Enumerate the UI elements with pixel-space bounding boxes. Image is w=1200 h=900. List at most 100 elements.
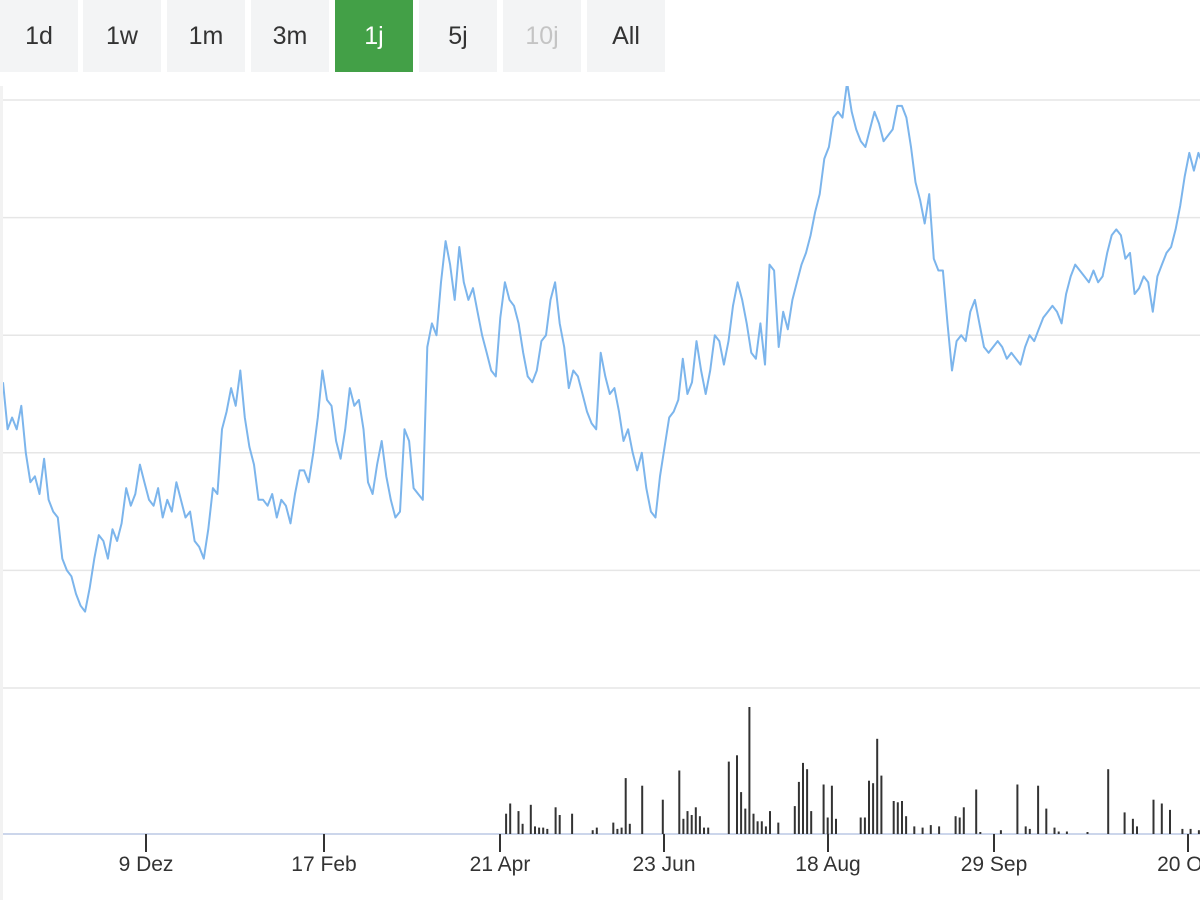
volume-bar — [892, 801, 895, 834]
volume-bar — [1057, 831, 1060, 834]
volume-bar — [740, 792, 743, 834]
volume-bar — [1189, 828, 1192, 834]
volume-bar — [727, 761, 730, 834]
volume-bar — [859, 817, 862, 834]
x-tick-label: 23 Jun — [632, 853, 695, 876]
volume-bar — [880, 775, 883, 834]
volume-bar — [835, 818, 837, 834]
volume-bar — [703, 827, 705, 834]
volume-bar — [797, 781, 800, 834]
volume-bar — [1065, 831, 1068, 834]
volume-bar — [810, 811, 813, 834]
volume-bar — [1037, 785, 1040, 834]
volume-bar — [1131, 818, 1134, 834]
volume-bar — [538, 827, 541, 834]
chart-area[interactable]: 9 Dez 17 Feb 21 Apr 23 Jun 18 Aug 29 Sep 20 Ok… — [0, 86, 1200, 900]
x-tick-label: 18 Aug — [795, 853, 860, 876]
volume-bar — [769, 811, 771, 834]
volume-bar — [686, 811, 689, 834]
volume-bar — [542, 827, 545, 834]
volume-bar — [509, 803, 512, 834]
volume-bar — [756, 821, 759, 834]
volume-bar — [896, 802, 899, 835]
volume-bar — [661, 799, 664, 834]
volume-bar — [760, 821, 763, 834]
volume-bar — [830, 785, 833, 834]
range-button-1w[interactable]: 1w — [83, 0, 161, 72]
volume-bar — [678, 770, 681, 834]
volume-bar — [591, 830, 594, 834]
volume-bar — [822, 784, 825, 834]
volume-bar — [913, 826, 916, 834]
volume-bar — [905, 816, 908, 834]
volume-bar — [1169, 809, 1171, 834]
range-button-1j[interactable]: 1j — [335, 0, 413, 72]
volume-bar — [534, 826, 536, 834]
volume-bar — [517, 811, 520, 834]
volume-bar — [707, 827, 710, 834]
range-button-1d[interactable]: 1d — [0, 0, 78, 72]
volume-bar — [938, 826, 941, 834]
volume-bar — [554, 807, 557, 834]
volume-bar — [954, 816, 957, 834]
volume-bar — [521, 823, 524, 834]
volume-bar — [826, 817, 829, 834]
volume-bar — [802, 762, 804, 834]
volume-bar — [690, 815, 693, 835]
volume-bar — [595, 827, 598, 834]
volume-bar — [901, 801, 903, 834]
volume-bar — [1123, 812, 1126, 834]
volume-bar — [620, 827, 623, 834]
volume-bar — [1086, 832, 1089, 834]
volume-bar — [1107, 769, 1110, 834]
volume-bar — [641, 785, 644, 834]
volume-bar — [612, 822, 615, 834]
x-tick-label: 9 Dez — [119, 853, 174, 876]
volume-bar — [793, 806, 796, 834]
volume-bar — [958, 817, 961, 834]
price-chart[interactable]: 9 Dez 17 Feb 21 Apr 23 Jun 18 Aug 29 Sep 20 Ok… — [3, 86, 1200, 900]
volume-bar — [1016, 784, 1019, 834]
range-button-10j: 10j — [503, 0, 581, 72]
x-tick-label: 17 Feb — [291, 853, 356, 876]
volume-bar — [1053, 827, 1056, 834]
volume-bar — [1197, 830, 1200, 834]
volume-bar — [744, 808, 747, 834]
volume-bar — [1028, 828, 1031, 834]
x-tick-label: 21 Apr — [470, 853, 531, 876]
volume-bar — [1152, 799, 1155, 834]
volume-bar — [571, 813, 574, 834]
volume-bar — [962, 807, 965, 834]
x-tick-label: 29 Sep — [961, 853, 1028, 876]
volume-bar — [736, 755, 738, 834]
x-tick-label: 20 Okt — [1157, 853, 1200, 876]
volume-bar — [979, 832, 982, 834]
range-button-3m[interactable]: 3m — [251, 0, 329, 72]
volume-bar — [558, 815, 561, 835]
volume-bar — [546, 828, 549, 834]
volume-bar — [628, 823, 631, 834]
volume-bar — [921, 827, 924, 834]
range-button-1m[interactable]: 1m — [167, 0, 245, 72]
volume-bar — [975, 789, 978, 834]
volume-bar — [752, 813, 755, 834]
volume-bar — [868, 780, 870, 834]
volume-bar — [1136, 826, 1138, 834]
volume-bar — [694, 807, 697, 834]
volume-bar — [999, 830, 1002, 834]
volume-bar — [1160, 803, 1163, 834]
volume-bar — [682, 818, 685, 834]
volume-bar — [698, 816, 701, 834]
volume-bar — [764, 826, 767, 834]
volume-bar — [777, 822, 780, 834]
volume-bar — [1024, 826, 1027, 834]
volume-bar — [748, 707, 751, 834]
volume-bar — [529, 804, 532, 834]
range-button-all[interactable]: All — [587, 0, 665, 72]
volume-bar — [1045, 808, 1048, 834]
volume-bar — [624, 778, 627, 834]
range-button-5j[interactable]: 5j — [419, 0, 497, 72]
volume-bar — [1181, 828, 1184, 834]
volume-bar — [872, 783, 875, 834]
volume-bar — [616, 828, 619, 834]
